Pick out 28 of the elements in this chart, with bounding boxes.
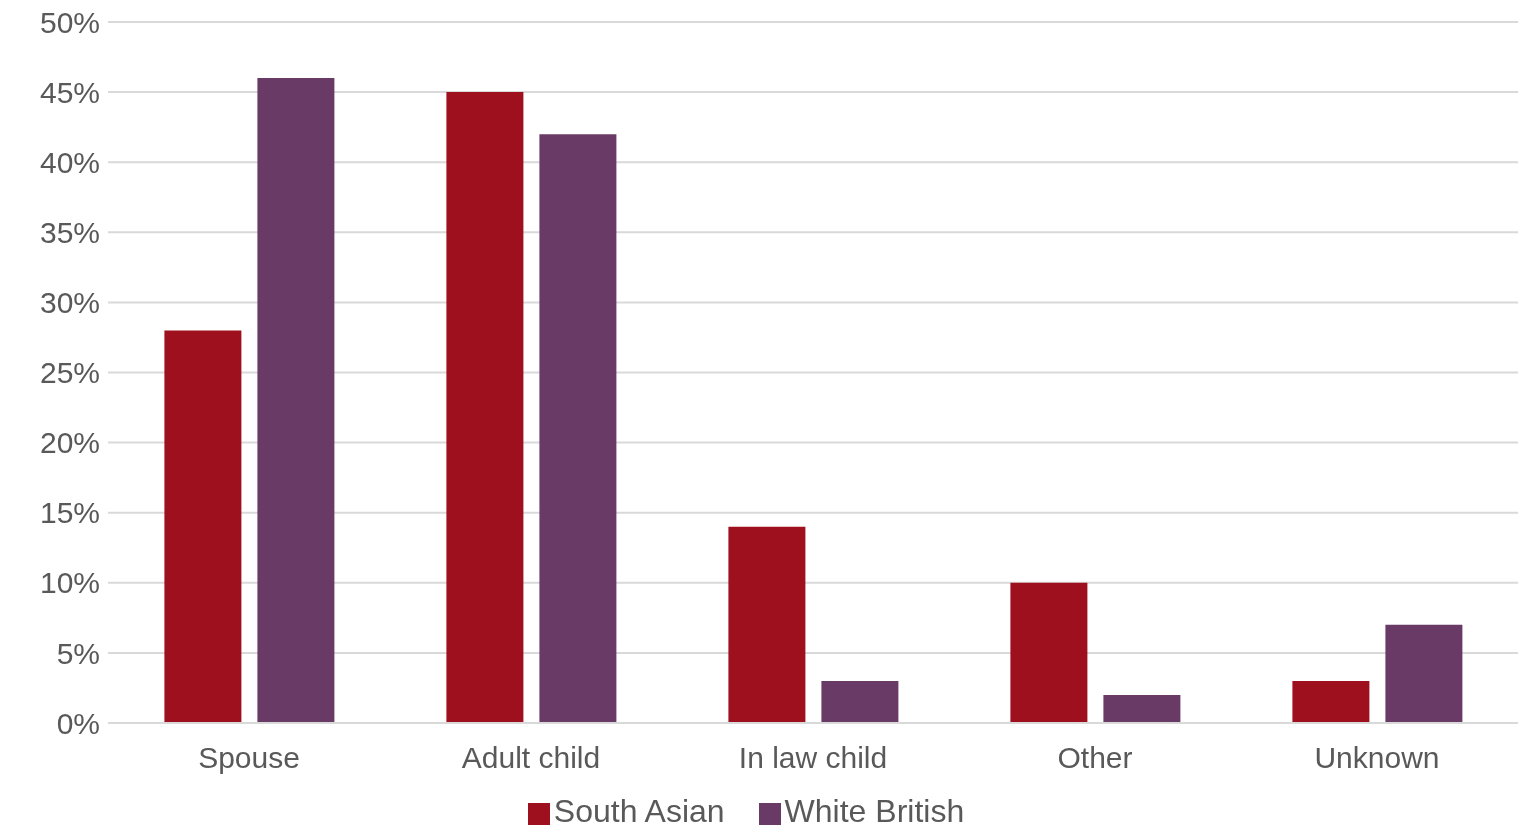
y-tick-label: 0% [56,706,100,740]
legend-label: South Asian [553,793,725,829]
x-tick-label: Other [1057,741,1133,775]
y-tick-label: 45% [39,75,100,109]
y-tick-label: 50% [39,5,100,39]
bar [728,526,806,723]
y-tick-label: 25% [39,356,100,390]
x-tick-label: Spouse [198,741,300,775]
y-tick-label: 40% [39,145,100,179]
bar [821,680,899,723]
bar [257,78,335,723]
bar [1103,694,1181,723]
bar [1292,680,1370,723]
y-tick-label: 10% [39,566,100,600]
bar [164,330,242,723]
bar [446,92,524,723]
y-tick-label: 5% [56,636,100,670]
y-tick-label: 35% [39,215,100,249]
y-tick-label: 20% [39,426,100,460]
bar [1010,582,1088,723]
y-tick-label: 15% [39,496,100,530]
bar [1385,624,1463,723]
legend-label: White British [784,793,965,829]
bar [539,134,617,723]
y-tick-label: 30% [39,286,100,320]
x-tick-label: Unknown [1314,741,1440,775]
x-tick-label: In law child [738,741,888,775]
x-tick-label: Adult child [461,741,601,775]
